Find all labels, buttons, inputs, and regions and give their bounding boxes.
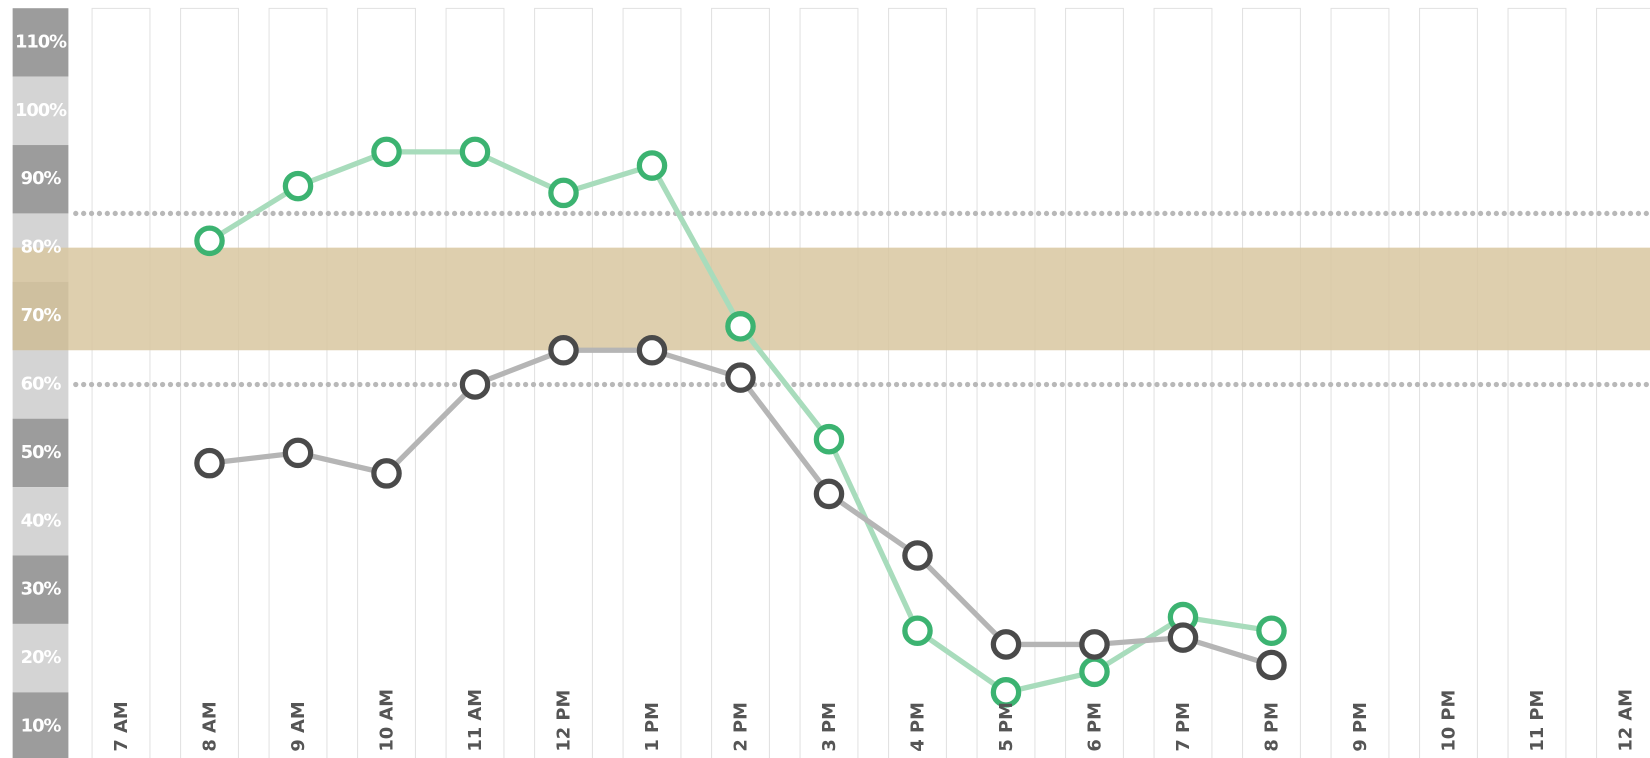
target-band [12, 247, 1650, 351]
y-axis-band [12, 692, 69, 758]
x-tick-label: 10 AM [377, 689, 398, 752]
data-point [548, 177, 579, 209]
x-tick-label: 4 PM [908, 702, 929, 752]
data-point [282, 170, 314, 202]
data-point [636, 335, 668, 366]
x-tick-label: 2 PM [731, 702, 752, 752]
data-point [194, 225, 225, 257]
y-axis-band [12, 145, 69, 214]
x-tick-label: 7 PM [1173, 702, 1194, 752]
x-tick-label: 12 AM [1616, 689, 1637, 752]
y-tick-label: 60% [21, 373, 62, 394]
data-point [725, 362, 756, 393]
y-tick-label: 90% [21, 168, 62, 189]
x-tick-label: 3 PM [819, 702, 840, 752]
y-tick-label: 40% [21, 510, 62, 531]
y-axis-band [12, 418, 69, 488]
data-point [990, 677, 1022, 708]
x-tick-label: 10 PM [1439, 690, 1460, 752]
data-point [902, 540, 933, 571]
x-tick-label: 9 AM [288, 701, 309, 751]
y-tick-label: 30% [21, 579, 62, 600]
data-point [194, 447, 225, 479]
data-point [636, 150, 668, 181]
y-tick-label: 80% [21, 237, 62, 258]
y-axis-band [12, 555, 69, 624]
x-tick-label: 11 PM [1527, 690, 1548, 752]
data-point [548, 335, 579, 366]
y-axis-band [12, 350, 69, 419]
y-axis-band [12, 76, 69, 146]
y-tick-label: 110% [15, 31, 67, 52]
data-point [459, 369, 491, 400]
data-point [990, 629, 1022, 660]
x-tick-label: 8 PM [1262, 702, 1283, 752]
y-tick-label: 70% [21, 305, 62, 326]
column [180, 7, 239, 758]
x-tick-label: 7 AM [111, 701, 132, 751]
y-axis-band [12, 623, 69, 693]
data-point [1256, 615, 1287, 647]
y-tick-label: 10% [21, 716, 62, 737]
x-tick-label: 8 AM [200, 701, 221, 751]
data-point [725, 311, 756, 342]
x-tick-label: 11 AM [465, 689, 486, 752]
x-tick-label: 5 PM [996, 702, 1017, 752]
x-tick-label: 1 PM [642, 702, 663, 752]
data-point [1079, 656, 1110, 688]
data-point [1167, 622, 1199, 653]
x-tick-label: 12 PM [554, 690, 575, 752]
data-point [902, 615, 933, 647]
data-point [813, 478, 845, 510]
data-point [1079, 629, 1110, 660]
x-tick-label: 9 PM [1350, 702, 1371, 752]
data-point [813, 423, 845, 455]
data-point [371, 136, 402, 168]
y-tick-label: 50% [21, 442, 62, 463]
y-axis-band [12, 8, 69, 77]
data-point [282, 437, 314, 469]
y-tick-label: 100% [15, 100, 67, 121]
x-tick-label: 6 PM [1085, 702, 1106, 752]
y-tick-label: 20% [21, 647, 62, 668]
data-point [459, 136, 491, 168]
data-point [371, 458, 402, 489]
data-point [1256, 649, 1287, 681]
y-axis-band [12, 487, 69, 556]
